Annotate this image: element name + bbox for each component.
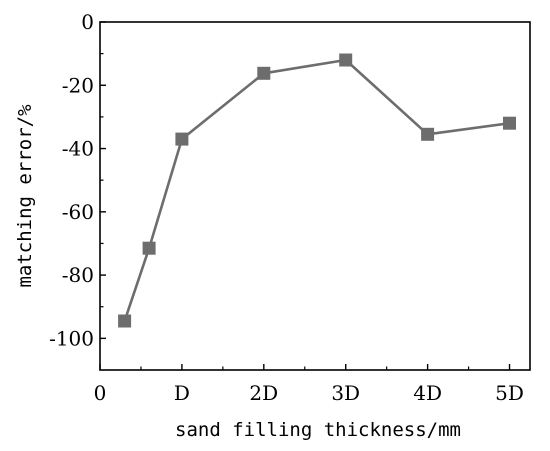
y-tick-label: -100 <box>49 326 94 350</box>
series-layer <box>118 53 516 328</box>
x-tick-label: 0 <box>94 381 107 405</box>
data-point <box>142 241 156 255</box>
x-tick-label: 2D <box>249 381 278 405</box>
data-point <box>339 53 353 67</box>
y-tick-label: -60 <box>62 200 94 224</box>
plot-frame <box>99 21 531 371</box>
x-axis-label: sand filling thickness/mm <box>175 419 461 441</box>
axis-ticks: 0 -20 -40 -60 -80 -100 0 D 2D 3D 4D 5D <box>49 10 524 405</box>
data-point <box>175 132 189 146</box>
data-point <box>421 127 435 141</box>
series-line <box>123 58 510 322</box>
data-point <box>118 314 132 328</box>
y-axis-label: matching error/% <box>14 104 36 288</box>
x-tick-label: 5D <box>495 381 524 405</box>
y-tick-label: -40 <box>62 137 94 161</box>
x-tick-label: 3D <box>331 381 360 405</box>
data-point <box>257 66 271 80</box>
y-tick-label: -20 <box>62 73 94 97</box>
y-tick-label: 0 <box>81 10 94 34</box>
y-tick-label: -80 <box>62 263 94 287</box>
x-tick-label: D <box>174 381 190 405</box>
data-point <box>503 116 516 130</box>
x-tick-label: 4D <box>413 381 442 405</box>
